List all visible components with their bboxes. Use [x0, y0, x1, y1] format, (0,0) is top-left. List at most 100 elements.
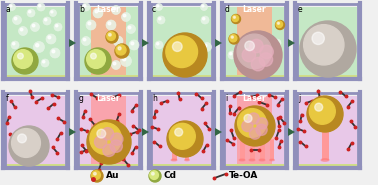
Circle shape — [84, 5, 86, 7]
Circle shape — [113, 36, 123, 46]
Circle shape — [115, 44, 129, 58]
Text: d: d — [225, 5, 230, 14]
Circle shape — [95, 10, 98, 13]
Circle shape — [32, 24, 35, 27]
Circle shape — [242, 48, 256, 62]
Circle shape — [87, 50, 105, 68]
Circle shape — [249, 128, 260, 139]
Circle shape — [256, 124, 267, 135]
Circle shape — [121, 13, 130, 21]
Circle shape — [230, 35, 237, 42]
Polygon shape — [69, 39, 76, 47]
Circle shape — [37, 3, 45, 11]
Bar — [91, 7, 126, 79]
Bar — [240, 130, 245, 160]
Circle shape — [14, 17, 17, 20]
Circle shape — [121, 56, 132, 66]
Ellipse shape — [321, 159, 329, 161]
Circle shape — [93, 8, 103, 18]
Circle shape — [92, 171, 101, 179]
Bar — [79, 164, 138, 168]
Ellipse shape — [185, 145, 189, 147]
Bar — [298, 164, 357, 168]
Circle shape — [45, 19, 47, 21]
Circle shape — [116, 45, 126, 55]
Circle shape — [118, 47, 121, 50]
Circle shape — [11, 41, 19, 49]
Bar — [91, 96, 126, 168]
Polygon shape — [288, 128, 295, 136]
Circle shape — [238, 109, 266, 137]
Circle shape — [315, 103, 323, 111]
Bar — [322, 118, 328, 160]
Circle shape — [88, 22, 91, 25]
Circle shape — [106, 20, 116, 30]
Bar — [225, 96, 284, 168]
Circle shape — [110, 140, 122, 152]
Bar — [298, 75, 357, 79]
Text: j: j — [298, 94, 300, 103]
Circle shape — [85, 48, 111, 74]
Bar — [298, 7, 357, 79]
Circle shape — [277, 22, 279, 24]
Circle shape — [90, 123, 122, 154]
Circle shape — [202, 5, 204, 7]
Circle shape — [83, 38, 86, 41]
Bar — [6, 75, 65, 79]
Circle shape — [12, 48, 38, 74]
Bar — [270, 138, 274, 160]
Circle shape — [9, 126, 49, 166]
Text: i: i — [225, 94, 227, 103]
Circle shape — [43, 61, 45, 63]
Circle shape — [113, 62, 116, 65]
Circle shape — [273, 39, 281, 47]
Circle shape — [152, 172, 154, 175]
Circle shape — [52, 50, 55, 53]
Circle shape — [127, 24, 135, 33]
Circle shape — [101, 128, 114, 140]
Circle shape — [108, 22, 111, 25]
Circle shape — [91, 170, 103, 182]
Circle shape — [276, 21, 283, 28]
Text: Laser: Laser — [97, 5, 120, 14]
Circle shape — [56, 25, 58, 27]
Polygon shape — [142, 128, 149, 136]
Bar — [6, 96, 65, 168]
Circle shape — [257, 118, 268, 129]
Circle shape — [163, 33, 207, 77]
Circle shape — [237, 34, 272, 69]
Circle shape — [91, 53, 96, 59]
Circle shape — [229, 53, 232, 55]
Circle shape — [157, 5, 159, 7]
Circle shape — [51, 11, 53, 13]
Ellipse shape — [185, 159, 189, 161]
Circle shape — [231, 36, 233, 38]
Circle shape — [155, 4, 163, 11]
Circle shape — [166, 36, 198, 68]
Circle shape — [172, 42, 182, 51]
Bar — [172, 142, 177, 160]
Circle shape — [276, 21, 285, 29]
Circle shape — [234, 31, 282, 79]
Circle shape — [18, 53, 23, 59]
Text: Te-OA: Te-OA — [229, 171, 259, 181]
Circle shape — [29, 11, 31, 13]
Circle shape — [228, 51, 236, 59]
Circle shape — [201, 16, 209, 24]
Text: a: a — [6, 5, 11, 14]
Circle shape — [123, 14, 126, 17]
Ellipse shape — [171, 141, 177, 143]
Circle shape — [300, 21, 356, 77]
Circle shape — [157, 16, 165, 24]
Bar — [6, 7, 65, 79]
Circle shape — [20, 28, 23, 31]
Bar — [6, 164, 65, 168]
Circle shape — [27, 9, 35, 17]
Circle shape — [307, 96, 343, 132]
Circle shape — [244, 114, 252, 122]
Circle shape — [309, 98, 335, 124]
Circle shape — [115, 38, 118, 41]
Circle shape — [149, 170, 161, 182]
Circle shape — [97, 129, 106, 138]
Bar — [298, 96, 357, 168]
